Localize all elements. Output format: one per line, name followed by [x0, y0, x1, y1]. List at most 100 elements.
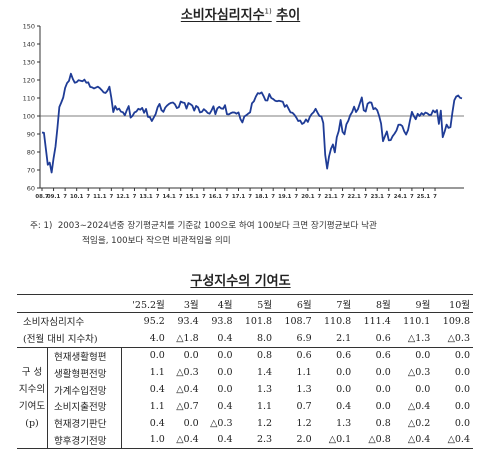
cell: △0.8 — [354, 431, 394, 450]
x-tick-label: 08.7 — [35, 194, 49, 200]
x-tick-label: 7 — [364, 194, 368, 200]
cell: 110.1 — [403, 315, 431, 327]
x-tick-label: 7 — [341, 194, 345, 200]
x-tick-label: 13.1 — [139, 194, 153, 200]
y-tick-label: 120 — [23, 77, 35, 85]
col-header: 9월 — [393, 294, 434, 313]
cell: 0.0 — [149, 350, 165, 362]
csi-series-line — [41, 72, 463, 174]
cell: 0.8 — [256, 350, 273, 362]
y-tick-label: 60 — [27, 185, 35, 193]
cell: 0.0 — [454, 400, 470, 412]
component-row: 생활형편전망 1.1 △0.3 0.0 1.4 1.1 0.0 0.0 △0.3… — [17, 364, 473, 382]
cell: △0.7 — [176, 400, 199, 412]
x-tick-label: 16.1 — [209, 194, 223, 200]
x-tick-label: 15.1 — [186, 194, 200, 200]
component-row: 소비지출전망 1.1 △0.7 0.4 1.1 0.7 0.4 0.0 △0.4… — [17, 397, 473, 415]
cell: 1.1 — [149, 400, 165, 412]
chart-title-suffix: 추이 — [276, 8, 301, 23]
cell: 0.0 — [375, 367, 391, 379]
x-tick-label: 7 — [294, 194, 298, 200]
cell: 1.1 — [256, 400, 273, 412]
x-tick-label: 7 — [410, 194, 414, 200]
chart-title-footnote-marker: 1) — [264, 7, 272, 16]
col-header: 4월 — [201, 294, 236, 313]
cell: 0.0 — [454, 384, 470, 396]
cell: 0.4 — [336, 400, 352, 412]
cell: 93.4 — [177, 315, 199, 327]
cell: △0.1 — [314, 431, 355, 450]
footnote-line-2: 적임을, 100보다 작으면 비관적임을 의미 — [82, 236, 231, 246]
col-header: 10월 — [433, 294, 473, 313]
cell: 0.0 — [336, 384, 352, 396]
cell: 0.4 — [217, 400, 233, 412]
x-tick-label: 7 — [271, 194, 275, 200]
table-header-row: '25.2월 3월 4월 5월 6월 7월 8월 9월 10월 — [17, 294, 473, 313]
x-tick-label: 09.1 — [47, 194, 61, 200]
x-tick-label: 23.1 — [371, 194, 385, 200]
x-tick-label: 22.1 — [347, 194, 361, 200]
cell: △0.3 — [210, 417, 233, 429]
x-tick-label: 19.1 — [278, 194, 292, 200]
x-tick-label: 14.1 — [162, 194, 176, 200]
cell: 8.0 — [235, 329, 276, 348]
cell: 1.3 — [256, 384, 273, 396]
component-row: 현재경기판단 0.4 0.0 △0.3 1.2 1.2 1.3 0.8 △0.2… — [17, 414, 473, 432]
component-row: 향후경기전망 1.0 △0.4 0.4 2.3 2.0 △0.1 △0.8 △0… — [17, 431, 473, 450]
x-tick-label: 21.1 — [324, 194, 338, 200]
cell: 0.6 — [296, 350, 312, 362]
cell: △0.4 — [393, 431, 434, 450]
x-tick-label: 7 — [156, 194, 160, 200]
cell: 2.1 — [314, 329, 355, 348]
cell: 1.1 — [296, 367, 312, 379]
x-tick-label: 18.1 — [255, 194, 269, 200]
x-tick-label: 10.1 — [70, 194, 84, 200]
cell: 93.8 — [211, 315, 233, 327]
cell: 1.4 — [256, 367, 273, 379]
cell: △0.4 — [176, 384, 199, 396]
cell: 0.4 — [149, 417, 165, 429]
x-tick-label: 20.1 — [301, 194, 315, 200]
cell: 109.8 — [442, 315, 470, 327]
cell: 0.6 — [375, 350, 391, 362]
x-tick-label: 7 — [318, 194, 322, 200]
cell: 0.7 — [296, 400, 312, 412]
y-tick-label: 90 — [27, 131, 35, 139]
y-tick-label: 110 — [23, 95, 35, 103]
x-tick-label: 24.1 — [394, 194, 408, 200]
row-label: 현재생활형편 — [47, 347, 123, 365]
cell: 0.4 — [201, 329, 236, 348]
cell: 0.0 — [375, 400, 391, 412]
cell: 0.8 — [375, 417, 391, 429]
cell: △0.3 — [433, 329, 473, 348]
x-tick-label: 7 — [133, 194, 137, 200]
x-tick-label: 25.1 — [417, 194, 431, 200]
cell: 0.6 — [336, 350, 352, 362]
component-row: 구 성 지수의 기여도 (p) 현재생활형편 0.0 0.0 0.0 0.8 0… — [17, 347, 473, 450]
x-tick-label: 7 — [109, 194, 113, 200]
contribution-table: '25.2월 3월 4월 5월 6월 7월 8월 9월 10월 소비자심리지수 … — [17, 294, 473, 450]
x-tick-label: 7 — [387, 194, 391, 200]
y-tick-label: 80 — [27, 149, 35, 157]
cell: 0.0 — [183, 350, 199, 362]
x-tick-label: 7 — [225, 194, 229, 200]
row-label: 현재경기판단 — [47, 414, 123, 432]
footnote-marker: 주: 1) — [30, 221, 53, 231]
cell: △0.3 — [176, 367, 199, 379]
cell: 101.8 — [244, 315, 273, 327]
x-tick-label: 7 — [202, 194, 206, 200]
component-row: 가계수입전망 0.4 △0.4 0.0 1.3 1.3 0.0 0.0 0.0 … — [17, 381, 473, 398]
col-header: 3월 — [167, 294, 202, 313]
x-tick-label: 17.1 — [232, 194, 246, 200]
cell: 2.3 — [235, 431, 276, 450]
csi-row: 소비자심리지수 95.2 93.4 93.8 101.8 108.7 110.8… — [17, 313, 473, 330]
y-tick-label: 130 — [23, 59, 35, 67]
cell: △0.3 — [407, 367, 431, 379]
y-tick-label: 70 — [27, 167, 35, 175]
table-title: 구성지수의 기여도 — [190, 274, 291, 289]
chart-title: 소비자심리지수1) 추이 — [0, 4, 481, 23]
cell: △1.3 — [393, 329, 434, 348]
cell: 1.3 — [336, 417, 352, 429]
x-tick-label: 7 — [179, 194, 183, 200]
